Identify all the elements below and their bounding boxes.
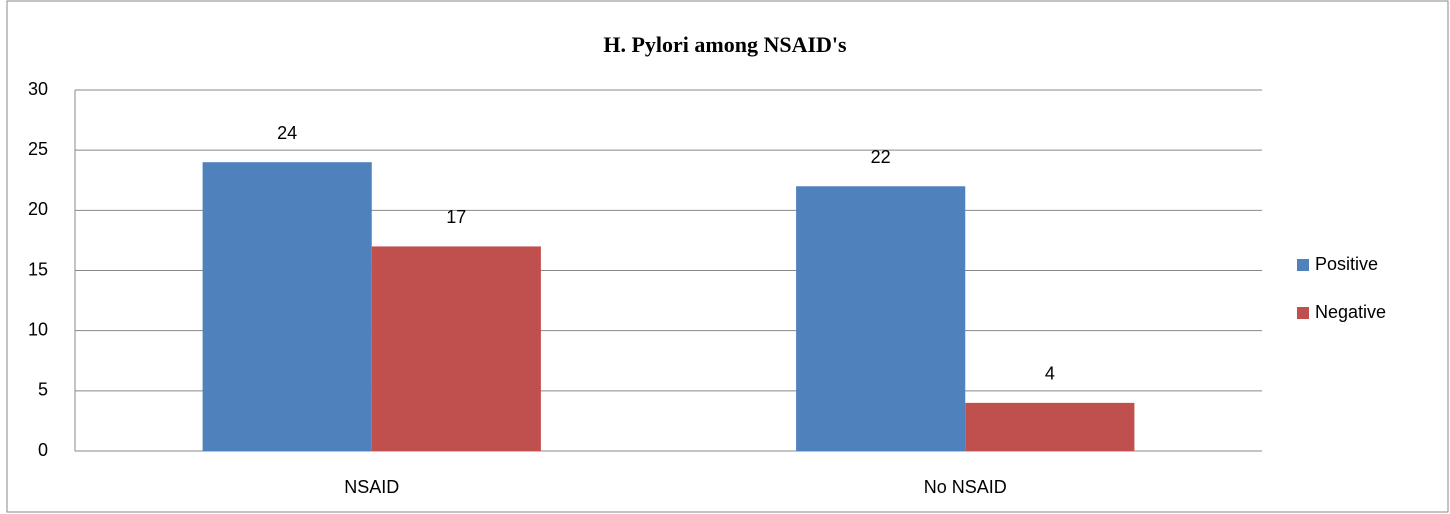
y-tick-label: 20 bbox=[28, 199, 48, 219]
bar bbox=[371, 246, 541, 451]
y-tick-label: 30 bbox=[28, 79, 48, 99]
bar bbox=[796, 186, 966, 451]
data-label: 17 bbox=[446, 207, 466, 227]
bar bbox=[965, 402, 1135, 451]
y-tick-label: 0 bbox=[38, 440, 48, 460]
data-label: 24 bbox=[277, 123, 297, 143]
y-tick-label: 25 bbox=[28, 139, 48, 159]
bar bbox=[202, 162, 372, 451]
y-tick-label: 5 bbox=[38, 380, 48, 400]
data-label: 4 bbox=[1045, 364, 1055, 384]
y-tick-label: 15 bbox=[28, 259, 48, 279]
legend-swatch bbox=[1297, 259, 1309, 271]
legend-label: Negative bbox=[1315, 302, 1386, 322]
legend-swatch bbox=[1297, 307, 1309, 319]
y-tick-label: 10 bbox=[28, 319, 48, 339]
x-tick-label: NSAID bbox=[344, 477, 399, 497]
chart-title: H. Pylori among NSAID's bbox=[603, 32, 847, 57]
legend-label: Positive bbox=[1315, 254, 1378, 274]
x-tick-label: No NSAID bbox=[924, 477, 1007, 497]
data-label: 22 bbox=[871, 147, 891, 167]
